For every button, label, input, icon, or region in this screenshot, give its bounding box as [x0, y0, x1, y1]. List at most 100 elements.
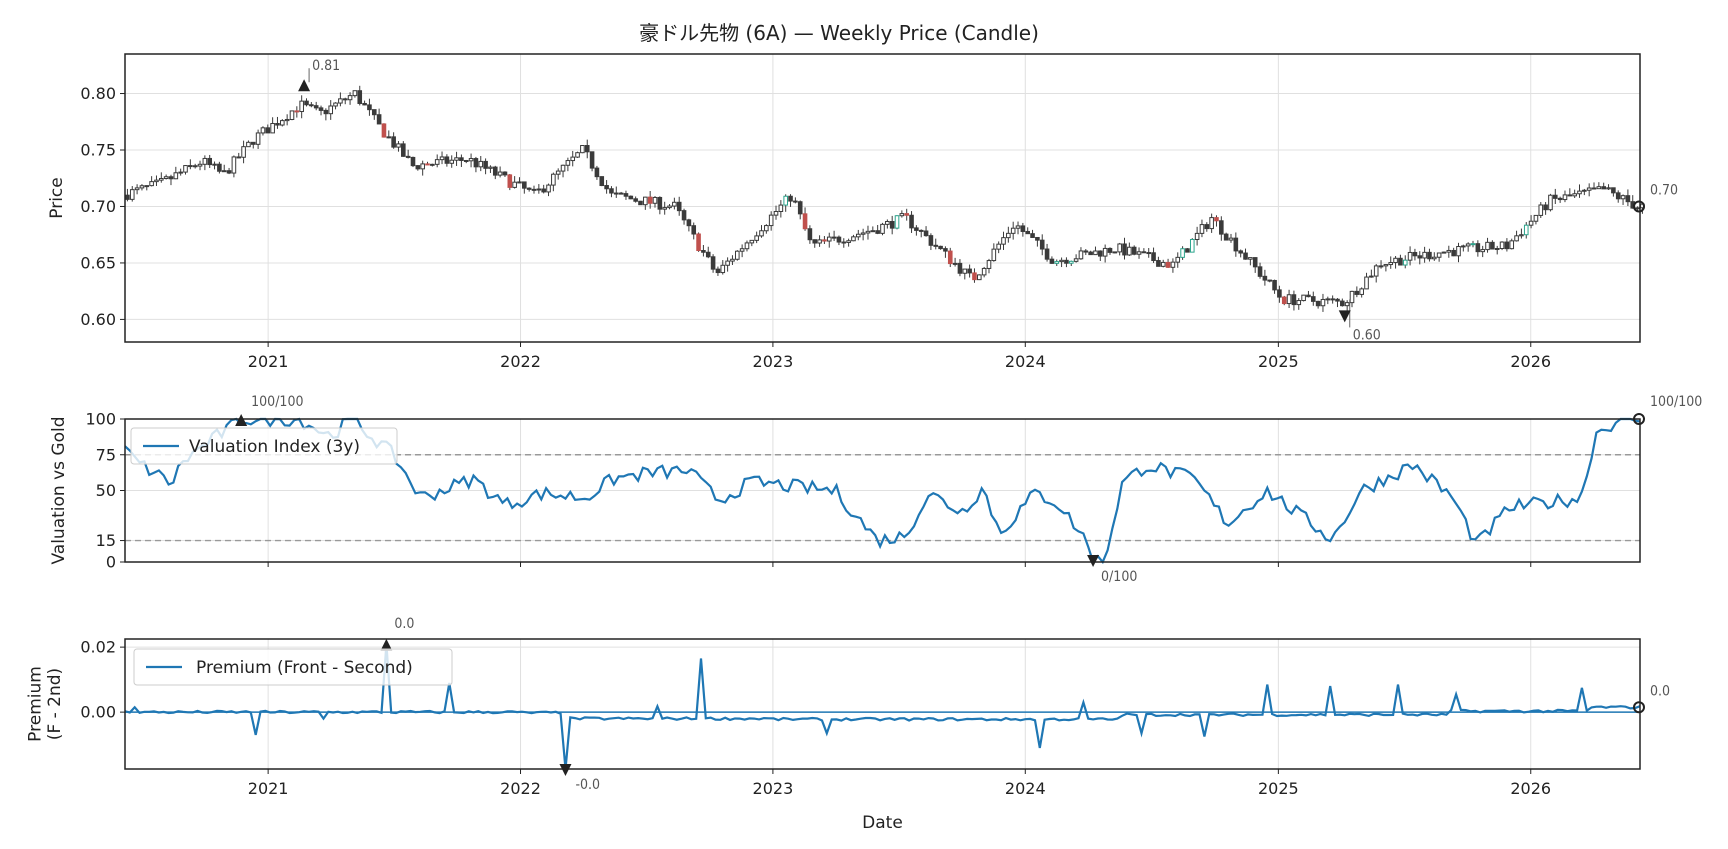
premium-annotations: 0.0 -0.0 0.0 — [380, 616, 1670, 793]
premium-legend-label: Premium (Front - Second) — [196, 658, 413, 678]
candle-body — [957, 262, 963, 274]
valuation-ticks: 0 15 50 75 100 — [85, 410, 1532, 572]
candle-body — [1001, 237, 1006, 245]
candle-body — [1262, 275, 1268, 281]
candle-body — [928, 235, 934, 246]
premium-min-marker — [559, 764, 572, 776]
candle-body — [1320, 298, 1326, 307]
candle-body — [492, 166, 498, 176]
candle-body — [1194, 232, 1200, 240]
premium-last-marker — [1633, 701, 1645, 714]
ytick-label: 15 — [96, 531, 116, 550]
candle-body — [652, 196, 658, 204]
candle-body — [1093, 250, 1098, 256]
candle-body — [221, 170, 227, 173]
valuation-max-marker — [235, 414, 248, 426]
candle-body — [434, 159, 440, 165]
candle-body — [914, 227, 919, 231]
candle-body — [609, 188, 614, 194]
premium-ticks: 0.00 0.02 2021 2022 2023 2024 2025 2026 — [80, 638, 1551, 798]
candle-body — [1606, 187, 1611, 190]
xtick-label-2021: 2021 — [248, 779, 289, 798]
candle-body — [168, 176, 174, 180]
xtick-label-2026: 2026 — [1510, 779, 1551, 798]
candle-body — [173, 172, 179, 180]
price-panel: 0.81 0.60 0.70 0.60 0.65 0.70 0.75 0.80 2021 202… — [47, 53, 1678, 371]
candle-body — [836, 236, 842, 243]
premium-last-label: 0.0 — [1650, 683, 1670, 699]
candle-body — [1204, 224, 1210, 230]
candle-body — [972, 272, 977, 281]
xtick-label-2024: 2024 — [1005, 779, 1046, 798]
candle-body — [241, 146, 246, 158]
candle-body — [855, 233, 861, 238]
valuation-panel: 100/100 0/100 100/100 0 15 50 75 100 Valuation… — [49, 394, 1702, 585]
candle-body — [691, 225, 697, 235]
price-last-label: 0.70 — [1650, 182, 1678, 198]
candle-body — [749, 239, 755, 244]
ytick-label: 0.70 — [80, 197, 116, 216]
xtick-label-2025: 2025 — [1258, 352, 1299, 371]
candle-body — [1107, 247, 1113, 253]
candle-body — [1340, 300, 1345, 307]
candle-body — [1533, 214, 1539, 222]
candle-body — [1277, 289, 1282, 298]
candle-body — [754, 235, 759, 241]
candle-body — [865, 230, 871, 234]
candle-body — [899, 213, 905, 217]
candle-body — [565, 160, 571, 166]
candle-body — [1538, 204, 1544, 216]
candle-body — [1548, 194, 1553, 211]
candle-body — [396, 143, 401, 148]
candle-body — [1591, 187, 1597, 190]
candle-body — [1098, 250, 1103, 257]
premium-max-label: 0.0 — [394, 616, 414, 632]
candle-body — [604, 185, 609, 190]
candle-body — [768, 214, 774, 227]
candle-body — [846, 240, 851, 243]
candle-body — [318, 107, 324, 111]
candle-body — [555, 170, 561, 175]
candle-body — [826, 236, 832, 242]
candle-body — [1006, 232, 1011, 239]
candle-body — [1243, 252, 1248, 260]
premium-frame — [124, 638, 1641, 770]
candle-body — [628, 195, 634, 200]
candle-body — [270, 123, 275, 134]
candle-body — [778, 204, 784, 212]
candle-body — [304, 100, 309, 106]
candle-body — [1344, 302, 1350, 307]
candle-body — [1054, 261, 1060, 264]
candle-body — [1146, 252, 1152, 255]
candle-body — [1219, 220, 1224, 235]
xtick-label-2022: 2022 — [500, 352, 541, 371]
xtick-label-2024: 2024 — [1005, 352, 1046, 371]
candle-body — [1141, 251, 1147, 254]
candle-body — [1427, 251, 1432, 260]
candle-body — [357, 90, 363, 104]
candle-body — [860, 232, 866, 235]
candle-body — [1315, 300, 1321, 307]
candle-body — [246, 141, 251, 148]
candle-body — [1388, 262, 1394, 266]
candle-body — [546, 184, 551, 193]
candle-body — [410, 156, 416, 167]
candle-body — [623, 193, 629, 197]
candle-body — [1059, 259, 1064, 263]
candle-body — [1586, 187, 1592, 191]
candle-body — [1441, 251, 1447, 254]
candle-body — [512, 181, 517, 188]
candle-body — [1562, 194, 1568, 201]
candle-body — [1523, 224, 1529, 236]
candle-body — [797, 201, 803, 215]
candle-body — [880, 223, 885, 234]
valuation-min-label: 0/100 — [1101, 569, 1137, 585]
candle-body — [391, 136, 396, 148]
candle-body — [681, 210, 687, 221]
price-last-marker — [1633, 200, 1645, 213]
candle-body — [1301, 294, 1306, 302]
candle-body — [280, 120, 285, 126]
candle-body — [125, 194, 130, 200]
candle-body — [1185, 248, 1190, 253]
